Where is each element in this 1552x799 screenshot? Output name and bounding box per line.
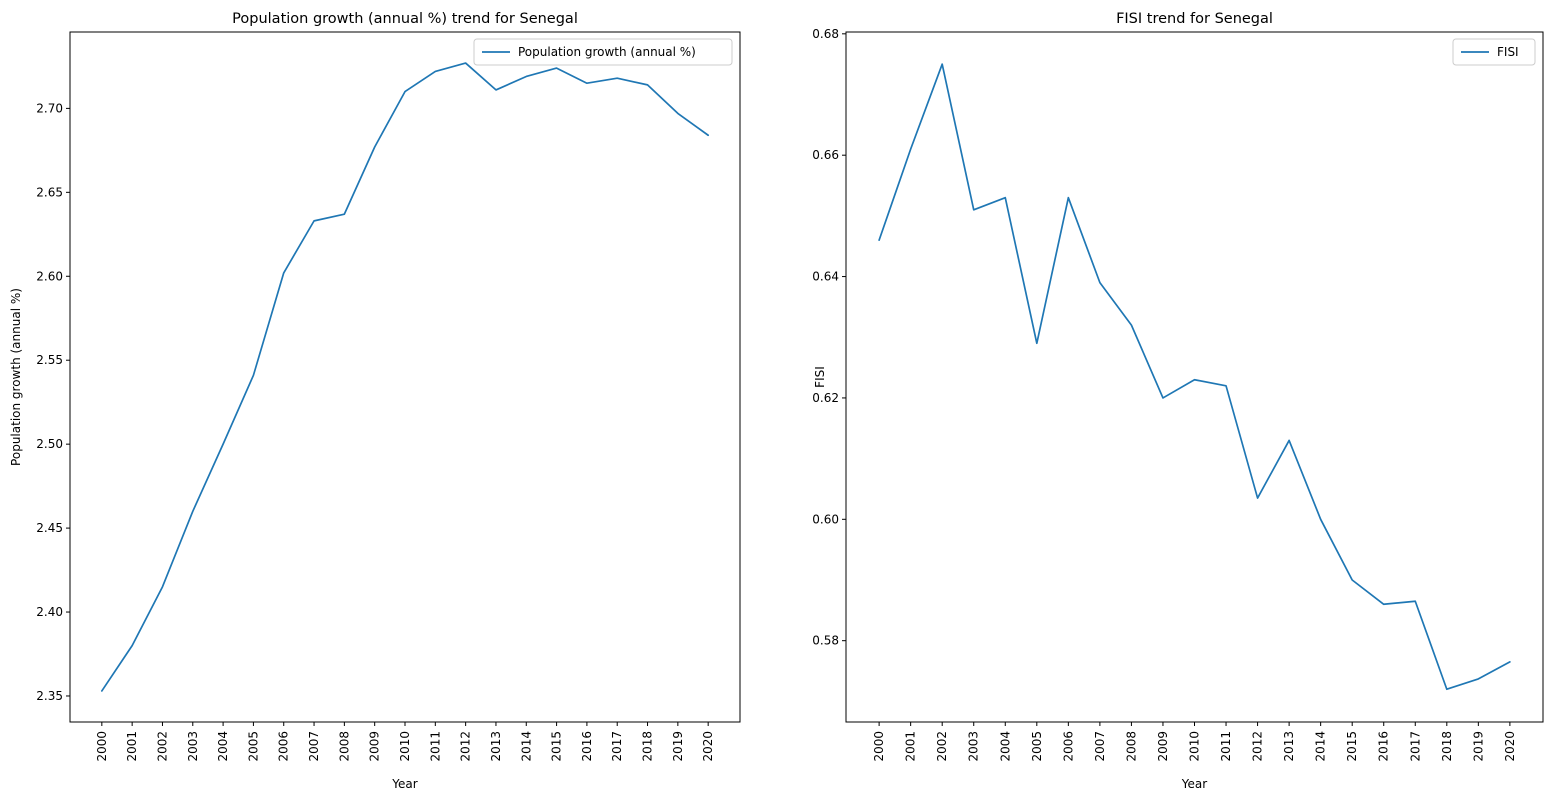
x-tick-label: 2006 bbox=[1061, 731, 1075, 762]
x-tick-label: 2009 bbox=[1156, 731, 1170, 762]
chart-1: 2000 2001 2002 2003 2004 2005 2006 2007 2008 2009… bbox=[9, 11, 741, 791]
x-tick-label: 2008 bbox=[337, 731, 351, 762]
chart-2: 2000 2001 2002 2003 2004 2005 2006 2007 2008 2009… bbox=[812, 11, 1544, 791]
x-tick-label: 2019 bbox=[671, 731, 685, 762]
x-tick-label: 2015 bbox=[1345, 731, 1359, 762]
y-tick-label: 0.62 bbox=[812, 391, 839, 405]
y-tick-label: 2.40 bbox=[36, 605, 63, 619]
y-tick-label: 2.55 bbox=[36, 353, 63, 367]
x-tick-label: 2020 bbox=[701, 731, 715, 762]
x-tick-label: 2007 bbox=[307, 731, 321, 762]
y-tick-label: 2.45 bbox=[36, 521, 63, 535]
x-tick-label: 2003 bbox=[186, 731, 200, 762]
x-tick-label: 2003 bbox=[967, 731, 981, 762]
x-tick-label: 2004 bbox=[998, 731, 1012, 762]
chart-title: FISI trend for Senegal bbox=[1116, 11, 1273, 27]
legend-label: Population growth (annual %) bbox=[518, 45, 696, 59]
x-tick-label: 2000 bbox=[872, 731, 886, 762]
x-tick-label: 2012 bbox=[459, 731, 473, 762]
legend-box bbox=[1452, 38, 1536, 66]
x-tick-label: 2005 bbox=[246, 731, 260, 762]
x-tick-label: 2000 bbox=[95, 731, 109, 762]
y-tick-label: 2.35 bbox=[36, 689, 63, 703]
y-axis-label: FISI bbox=[813, 366, 827, 388]
x-tick-label: 2001 bbox=[125, 731, 139, 762]
series-line-1 bbox=[878, 63, 1511, 691]
x-tick-label: 2011 bbox=[428, 731, 442, 762]
x-tick-label: 2013 bbox=[1282, 731, 1296, 762]
x-tick-label: 2007 bbox=[1093, 731, 1107, 762]
y-tick-label: 2.70 bbox=[36, 101, 63, 115]
legend-label: FISI bbox=[1497, 45, 1519, 59]
y-tick-label: 0.60 bbox=[812, 512, 839, 526]
x-tick-label: 2011 bbox=[1219, 731, 1233, 762]
x-tick-label: 2016 bbox=[580, 731, 594, 762]
x-tick-label: 2017 bbox=[610, 731, 624, 762]
legend-box bbox=[473, 38, 733, 66]
x-tick-label: 2019 bbox=[1471, 731, 1485, 762]
x-tick-label: 2005 bbox=[1030, 731, 1044, 762]
x-tick-label: 2014 bbox=[1314, 731, 1328, 762]
x-tick-label: 2010 bbox=[398, 731, 412, 762]
y-axis-label: Population growth (annual %) bbox=[9, 288, 23, 466]
x-tick-label: 2009 bbox=[368, 731, 382, 762]
x-tick-label: 2014 bbox=[519, 731, 533, 762]
x-tick-label: 2020 bbox=[1503, 731, 1517, 762]
x-axis-label: Year bbox=[1181, 777, 1207, 791]
plot-area-frame bbox=[845, 31, 1544, 723]
legend: FISI bbox=[1452, 38, 1536, 66]
legend: Population growth (annual %) bbox=[473, 38, 733, 66]
y-tick-label: 0.64 bbox=[812, 270, 839, 284]
y-tick-label: 0.68 bbox=[812, 27, 839, 41]
series-line-1 bbox=[100, 62, 710, 692]
x-axis-label: Year bbox=[391, 777, 417, 791]
x-tick-label: 2002 bbox=[155, 731, 169, 762]
x-tick-label: 2008 bbox=[1124, 731, 1138, 762]
plot-area-frame bbox=[69, 31, 741, 723]
x-tick-label: 2018 bbox=[641, 731, 655, 762]
x-tick-label: 2018 bbox=[1440, 731, 1454, 762]
x-tick-label: 2012 bbox=[1251, 731, 1265, 762]
x-tick-label: 2001 bbox=[904, 731, 918, 762]
x-tick-label: 2004 bbox=[216, 731, 230, 762]
x-tick-label: 2013 bbox=[489, 731, 503, 762]
y-tick-label: 0.58 bbox=[812, 634, 839, 648]
y-tick-label: 2.65 bbox=[36, 185, 63, 199]
y-tick-label: 0.66 bbox=[812, 148, 839, 162]
y-tick-label: 2.60 bbox=[36, 269, 63, 283]
x-tick-label: 2002 bbox=[935, 731, 949, 762]
x-tick-label: 2015 bbox=[550, 731, 564, 762]
x-tick-label: 2017 bbox=[1408, 731, 1422, 762]
chart-title: Population growth (annual %) trend for S… bbox=[232, 11, 578, 27]
x-tick-label: 2016 bbox=[1377, 731, 1391, 762]
x-tick-label: 2006 bbox=[277, 731, 291, 762]
x-tick-label: 2010 bbox=[1188, 731, 1202, 762]
y-tick-label: 2.50 bbox=[36, 437, 63, 451]
